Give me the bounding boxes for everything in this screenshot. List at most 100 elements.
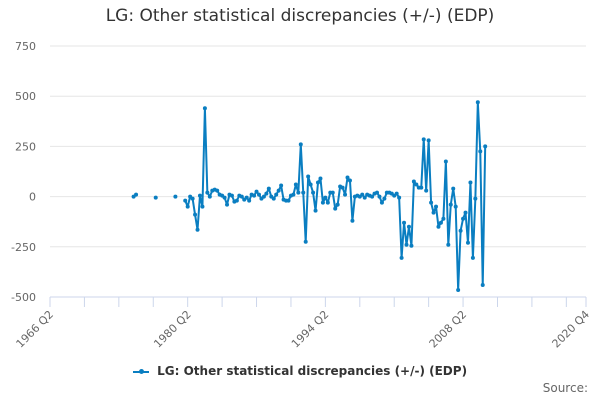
- data-point[interactable]: [207, 194, 212, 199]
- data-point[interactable]: [311, 190, 316, 195]
- data-point[interactable]: [419, 185, 424, 190]
- data-point[interactable]: [375, 190, 380, 195]
- data-point[interactable]: [234, 198, 239, 203]
- legend-item[interactable]: LG: Other statistical discrepancies (+/-…: [0, 364, 600, 378]
- data-point[interactable]: [379, 200, 384, 205]
- data-point[interactable]: [461, 216, 466, 221]
- data-point[interactable]: [456, 287, 461, 292]
- data-point[interactable]: [256, 192, 261, 197]
- data-point[interactable]: [183, 198, 188, 203]
- data-point[interactable]: [431, 210, 436, 215]
- data-point[interactable]: [197, 193, 202, 198]
- data-point[interactable]: [475, 100, 480, 105]
- data-point[interactable]: [279, 183, 284, 188]
- data-point[interactable]: [254, 189, 259, 194]
- data-point[interactable]: [453, 204, 458, 209]
- data-point[interactable]: [343, 192, 348, 197]
- data-point[interactable]: [360, 192, 365, 197]
- data-point[interactable]: [323, 195, 328, 200]
- y-tick-label: 0: [29, 191, 36, 204]
- data-point[interactable]: [153, 195, 158, 200]
- data-point[interactable]: [347, 178, 352, 183]
- data-point[interactable]: [225, 202, 230, 207]
- data-point[interactable]: [261, 194, 266, 199]
- data-point[interactable]: [313, 208, 318, 213]
- data-point[interactable]: [409, 243, 414, 248]
- data-point[interactable]: [239, 194, 244, 199]
- data-point[interactable]: [271, 196, 276, 201]
- data-point[interactable]: [173, 194, 178, 199]
- data-point[interactable]: [205, 190, 210, 195]
- data-point[interactable]: [247, 198, 252, 203]
- data-point[interactable]: [335, 202, 340, 207]
- data-point[interactable]: [193, 212, 198, 217]
- data-point[interactable]: [377, 194, 382, 199]
- data-point[interactable]: [306, 174, 311, 179]
- data-point[interactable]: [362, 195, 367, 200]
- data-point[interactable]: [451, 186, 456, 191]
- data-point[interactable]: [436, 224, 441, 229]
- data-point[interactable]: [333, 206, 338, 211]
- data-point[interactable]: [190, 196, 195, 201]
- data-point[interactable]: [320, 200, 325, 205]
- data-point[interactable]: [318, 176, 323, 181]
- data-point[interactable]: [483, 144, 488, 149]
- data-point[interactable]: [316, 180, 320, 185]
- data-point[interactable]: [134, 192, 139, 197]
- data-point[interactable]: [264, 191, 269, 196]
- data-point[interactable]: [414, 182, 419, 187]
- data-point[interactable]: [421, 137, 426, 142]
- data-point[interactable]: [402, 220, 407, 225]
- data-point[interactable]: [448, 202, 453, 207]
- data-point[interactable]: [424, 188, 429, 193]
- data-point[interactable]: [473, 196, 478, 201]
- data-point[interactable]: [303, 239, 308, 244]
- data-point[interactable]: [296, 190, 301, 195]
- data-point[interactable]: [200, 204, 205, 209]
- data-point[interactable]: [434, 204, 439, 209]
- data-point[interactable]: [411, 179, 416, 184]
- data-point[interactable]: [370, 194, 375, 199]
- data-point[interactable]: [345, 175, 350, 180]
- data-point[interactable]: [438, 220, 443, 225]
- data-point[interactable]: [229, 193, 234, 198]
- data-point[interactable]: [458, 228, 463, 233]
- data-point[interactable]: [399, 255, 404, 260]
- data-point[interactable]: [266, 186, 271, 191]
- data-point[interactable]: [397, 195, 402, 200]
- data-point[interactable]: [480, 282, 485, 287]
- data-point[interactable]: [222, 195, 227, 200]
- data-point[interactable]: [244, 195, 249, 200]
- data-point[interactable]: [276, 188, 281, 193]
- data-point[interactable]: [463, 210, 468, 215]
- data-point[interactable]: [202, 106, 207, 111]
- data-point[interactable]: [404, 242, 409, 247]
- data-point[interactable]: [298, 142, 303, 147]
- data-point[interactable]: [394, 191, 399, 196]
- data-point[interactable]: [286, 198, 291, 203]
- data-point[interactable]: [478, 149, 483, 154]
- data-point[interactable]: [350, 218, 355, 223]
- data-point[interactable]: [340, 185, 345, 190]
- data-point[interactable]: [382, 196, 387, 201]
- data-point[interactable]: [291, 192, 296, 197]
- data-point[interactable]: [185, 204, 190, 209]
- data-point[interactable]: [301, 190, 306, 195]
- data-point[interactable]: [443, 159, 448, 164]
- data-point[interactable]: [441, 216, 446, 221]
- data-point[interactable]: [325, 200, 330, 205]
- data-point[interactable]: [468, 180, 473, 185]
- data-point[interactable]: [195, 227, 200, 232]
- data-point[interactable]: [215, 188, 220, 193]
- data-point[interactable]: [274, 192, 279, 197]
- data-point[interactable]: [470, 255, 475, 260]
- data-point[interactable]: [252, 193, 257, 198]
- data-point[interactable]: [465, 240, 470, 245]
- data-point[interactable]: [330, 190, 335, 195]
- data-point[interactable]: [308, 182, 313, 187]
- data-point[interactable]: [293, 182, 298, 187]
- data-point[interactable]: [429, 200, 434, 205]
- data-point[interactable]: [446, 242, 451, 247]
- data-point[interactable]: [406, 224, 411, 229]
- data-point[interactable]: [426, 138, 431, 143]
